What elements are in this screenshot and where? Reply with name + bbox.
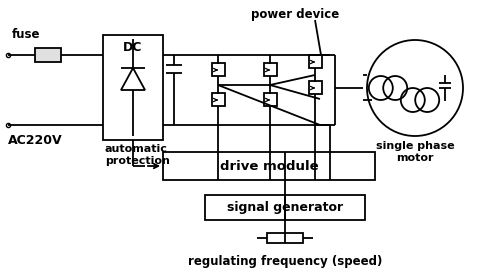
Bar bbox=[212, 93, 225, 106]
Bar bbox=[205, 195, 365, 220]
Bar bbox=[264, 63, 277, 76]
Bar bbox=[103, 35, 163, 140]
Bar bbox=[212, 63, 225, 76]
Bar bbox=[35, 48, 61, 62]
Bar bbox=[267, 233, 303, 243]
Text: AC220V: AC220V bbox=[8, 134, 63, 147]
Bar bbox=[309, 55, 322, 68]
Text: signal generator: signal generator bbox=[227, 201, 343, 214]
Text: single phase
motor: single phase motor bbox=[376, 141, 454, 163]
Text: fuse: fuse bbox=[12, 29, 41, 42]
Text: power device: power device bbox=[251, 8, 339, 21]
Text: automatic
protection: automatic protection bbox=[105, 144, 170, 166]
Text: DC: DC bbox=[123, 41, 143, 54]
Text: drive module: drive module bbox=[220, 159, 319, 172]
Circle shape bbox=[367, 40, 463, 136]
Bar bbox=[309, 81, 322, 94]
Bar bbox=[163, 152, 375, 180]
Bar bbox=[264, 93, 277, 106]
Text: regulating frequency (speed): regulating frequency (speed) bbox=[188, 255, 382, 268]
